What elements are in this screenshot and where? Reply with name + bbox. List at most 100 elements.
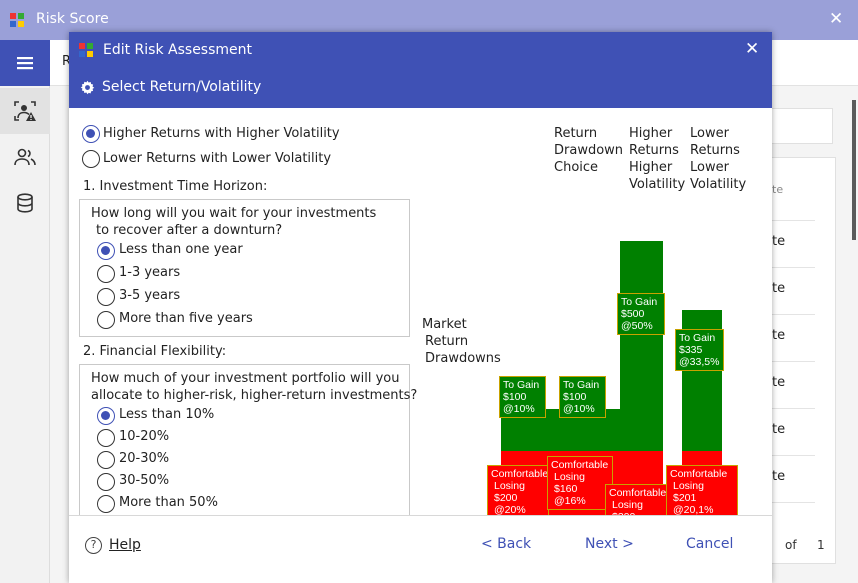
question-text-line: How long will you wait for your investme… xyxy=(91,206,377,221)
close-icon[interactable]: ✕ xyxy=(745,39,760,59)
option-label-flex-4[interactable]: 30-50% xyxy=(119,473,170,488)
background-list-item[interactable]: te xyxy=(772,328,786,343)
loss-label-line: @20,1% xyxy=(673,504,714,515)
option-label-flex-2[interactable]: 10-20% xyxy=(119,429,170,444)
chart-label: Market Return Drawdowns xyxy=(422,316,501,367)
gain-label-line: To Gain xyxy=(503,379,540,391)
question-text-line: allocate to higher-risk, higher-return i… xyxy=(91,388,418,403)
dialog-titlebar: Edit Risk Assessment ✕ xyxy=(69,32,772,68)
sidebar-item-database[interactable] xyxy=(0,180,50,226)
loss-label: Comfortable Losing $160 @16% xyxy=(547,456,613,510)
background-list-item[interactable]: te xyxy=(772,234,786,249)
legend-text-line: Volatility xyxy=(690,177,747,192)
gain-label-line: $500 xyxy=(621,308,645,320)
pager-total: 1 xyxy=(817,538,825,552)
question-box-time-horizon xyxy=(79,199,410,337)
legend-text-line: Lower xyxy=(690,126,729,141)
background-search-box xyxy=(770,108,833,144)
choice-label-lower[interactable]: Lower Returns with Lower Volatility xyxy=(103,151,332,166)
step-title: Select Return/Volatility xyxy=(102,79,262,95)
option-radio-time-1[interactable] xyxy=(97,242,115,260)
chart-label-line: Return xyxy=(425,334,469,349)
legend-text-line: Returns xyxy=(690,143,740,158)
background-list-panel xyxy=(770,157,836,564)
help-link[interactable]: Help xyxy=(109,537,141,553)
loss-label-line: $201 xyxy=(673,492,697,504)
pager-of-label: of xyxy=(785,538,797,552)
gain-label-line: @50% xyxy=(621,320,653,332)
background-list-item[interactable]: te xyxy=(772,469,786,484)
background-list-item[interactable]: te xyxy=(772,375,786,390)
next-button[interactable]: Next > xyxy=(585,536,634,552)
loss-label: Comfortable Losing $201 @20,1% xyxy=(666,465,738,515)
help-icon[interactable]: ? xyxy=(85,537,102,554)
gain-label: To Gain $335 @33,5% xyxy=(675,329,724,371)
section-heading-time-horizon: 1. Investment Time Horizon: xyxy=(83,179,268,194)
legend-text-line: Lower xyxy=(690,160,729,175)
background-list-header: te xyxy=(772,183,784,196)
gain-label: To Gain $500 @50% xyxy=(617,293,665,335)
option-radio-flex-4[interactable] xyxy=(97,473,115,491)
loss-label-line: $300 xyxy=(609,511,663,515)
legend-text-line: Higher xyxy=(629,126,673,141)
chart-label-line: Drawdowns xyxy=(425,351,501,366)
option-radio-time-3[interactable] xyxy=(97,288,115,306)
gain-label-line: $335 xyxy=(679,344,703,356)
dialog-scroll-area[interactable]: Higher Returns with Higher Volatility Lo… xyxy=(69,108,772,515)
loss-label-line: Comfortable xyxy=(551,459,609,471)
question-text-line: to recover after a downturn? xyxy=(96,223,283,238)
option-radio-flex-1[interactable] xyxy=(97,407,115,425)
legend-text-line: Choice xyxy=(554,160,599,175)
option-radio-flex-5[interactable] xyxy=(97,495,115,513)
option-radio-flex-3[interactable] xyxy=(97,451,115,469)
app-icon xyxy=(79,43,93,57)
choice-radio-higher[interactable] xyxy=(82,125,100,143)
background-list-item[interactable]: te xyxy=(772,281,786,296)
menu-button[interactable] xyxy=(0,40,50,86)
option-radio-time-2[interactable] xyxy=(97,265,115,283)
legend-column-choice: Return Drawdown Choice xyxy=(554,125,623,176)
hamburger-icon xyxy=(17,57,33,70)
option-label-flex-5[interactable]: More than 50% xyxy=(119,495,218,510)
gain-label-line: $100 xyxy=(503,391,527,403)
gain-label-line: To Gain xyxy=(563,379,600,391)
row-divider xyxy=(770,455,815,456)
background-scrollbar[interactable] xyxy=(852,100,856,240)
loss-label-line: @16% xyxy=(554,495,586,507)
loss-label-line: @20% xyxy=(494,504,526,515)
option-radio-time-4[interactable] xyxy=(97,311,115,329)
choice-label-higher[interactable]: Higher Returns with Higher Volatility xyxy=(103,126,340,141)
loss-label-line: Losing xyxy=(612,499,643,511)
option-label-time-4[interactable]: More than five years xyxy=(119,311,253,326)
loss-label: Comfortable Losing $200 @20% xyxy=(487,465,549,515)
step-header xyxy=(69,68,772,108)
sidebar xyxy=(0,40,50,583)
back-button[interactable]: < Back xyxy=(481,536,532,552)
option-label-flex-1[interactable]: Less than 10% xyxy=(119,407,215,422)
users-icon xyxy=(14,148,36,166)
row-divider xyxy=(770,267,815,268)
sidebar-item-users[interactable] xyxy=(0,134,50,180)
user-warning-icon xyxy=(14,101,36,121)
option-label-time-1[interactable]: Less than one year xyxy=(119,242,243,257)
sidebar-item-risk[interactable] xyxy=(0,88,50,134)
database-icon xyxy=(17,193,33,213)
option-radio-flex-2[interactable] xyxy=(97,429,115,447)
option-label-flex-3[interactable]: 20-30% xyxy=(119,451,170,466)
cancel-button[interactable]: Cancel xyxy=(686,536,734,552)
background-list-item[interactable]: te xyxy=(772,422,786,437)
option-label-time-3[interactable]: 3-5 years xyxy=(119,288,181,303)
loss-label-line: Losing xyxy=(673,480,704,492)
app-icon xyxy=(10,13,24,27)
background-subheader-text: R xyxy=(62,54,72,69)
choice-radio-lower[interactable] xyxy=(82,150,100,168)
loss-label-line: Comfortable xyxy=(491,468,549,480)
gain-label-line: $100 xyxy=(563,391,587,403)
gear-icon xyxy=(80,80,95,95)
legend-text-line: Returns xyxy=(629,143,679,158)
background-close-icon[interactable]: ✕ xyxy=(829,9,844,29)
row-divider xyxy=(770,502,815,503)
question-box-financial-flexibility xyxy=(79,364,410,515)
option-label-time-2[interactable]: 1-3 years xyxy=(119,265,181,280)
